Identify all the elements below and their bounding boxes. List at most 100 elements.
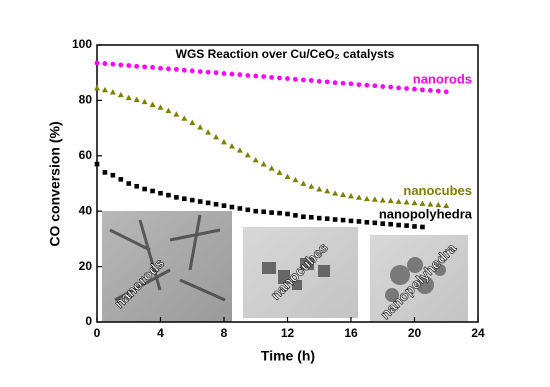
data-point (126, 63, 132, 68)
data-point (237, 206, 243, 211)
data-point (221, 71, 227, 76)
data-point (134, 183, 139, 189)
data-point (332, 217, 338, 222)
data-point (285, 76, 290, 81)
data-point (102, 170, 108, 175)
data-point (158, 190, 163, 196)
data-point (396, 222, 401, 228)
data-point (316, 215, 322, 221)
data-point (308, 183, 315, 189)
data-point (301, 214, 306, 220)
data-point (292, 176, 299, 183)
data-point (380, 84, 386, 89)
data-point (395, 198, 402, 204)
data-point (237, 72, 243, 78)
data-point (284, 173, 291, 179)
series (94, 161, 425, 230)
data-point (213, 70, 219, 76)
data-point (141, 98, 148, 105)
data-point (404, 223, 409, 228)
data-point (158, 65, 163, 71)
data-point (165, 107, 172, 114)
x-tick-label: 4 (157, 326, 164, 340)
data-point (388, 84, 394, 90)
y-tick-label: 0 (85, 314, 92, 328)
data-point (427, 88, 433, 93)
inset-texture (385, 257, 446, 302)
data-point (435, 201, 442, 208)
data-point (142, 186, 147, 192)
data-point (236, 147, 243, 153)
data-point (189, 119, 196, 125)
data-point (340, 80, 346, 86)
data-point (348, 192, 354, 199)
data-point (412, 224, 417, 229)
series (94, 84, 450, 209)
data-point (205, 129, 212, 135)
inset-image (102, 211, 232, 322)
data-point (372, 220, 378, 226)
data-point (340, 191, 347, 197)
data-point (166, 66, 171, 72)
data-point (110, 61, 116, 67)
x-tick-label: 20 (408, 326, 422, 340)
data-point (396, 85, 402, 91)
data-point (101, 86, 108, 93)
data-point (269, 75, 275, 80)
data-point (364, 219, 370, 225)
data-point (245, 207, 251, 213)
y-tick-label: 100 (72, 37, 92, 51)
data-point (380, 221, 386, 226)
data-point (126, 181, 132, 186)
data-point (229, 71, 235, 77)
data-point (229, 204, 235, 210)
inset-texture (109, 214, 226, 302)
data-point (277, 210, 282, 216)
data-point (308, 78, 314, 83)
data-point (244, 151, 251, 158)
data-point (403, 199, 410, 205)
data-point (213, 201, 219, 207)
data-point (379, 197, 386, 203)
data-point (309, 214, 314, 220)
data-point (197, 199, 203, 204)
data-point (300, 77, 306, 83)
data-point (133, 96, 140, 102)
data-point (427, 201, 434, 207)
data-point (293, 213, 298, 218)
series-label: nanorods (413, 71, 472, 86)
data-point (372, 83, 378, 89)
data-point (181, 115, 188, 121)
data-point (174, 195, 179, 200)
data-point (150, 188, 155, 194)
data-point (435, 88, 441, 94)
data-point (182, 196, 187, 202)
data-point (142, 64, 148, 70)
data-point (252, 156, 259, 163)
data-point (332, 190, 339, 196)
data-point (285, 211, 290, 217)
inset-texture (262, 258, 330, 290)
data-point (260, 161, 267, 167)
data-point (94, 161, 100, 167)
data-point (371, 196, 378, 202)
y-axis-label: CO conversion (%) (47, 121, 63, 246)
data-point (443, 89, 449, 95)
x-tick-label: 12 (281, 326, 295, 340)
data-point (420, 224, 425, 230)
data-point (268, 165, 275, 171)
data-point (157, 104, 164, 110)
data-point (364, 82, 370, 88)
data-point (355, 194, 362, 200)
data-point (150, 65, 155, 70)
data-point (300, 180, 307, 186)
data-point (387, 197, 394, 204)
data-point (213, 133, 220, 140)
x-tick-label: 8 (221, 326, 228, 340)
data-point (173, 66, 179, 72)
data-point (363, 195, 370, 202)
data-point (221, 203, 227, 208)
data-point (125, 94, 132, 101)
data-point (134, 63, 140, 69)
data-point (316, 186, 323, 192)
